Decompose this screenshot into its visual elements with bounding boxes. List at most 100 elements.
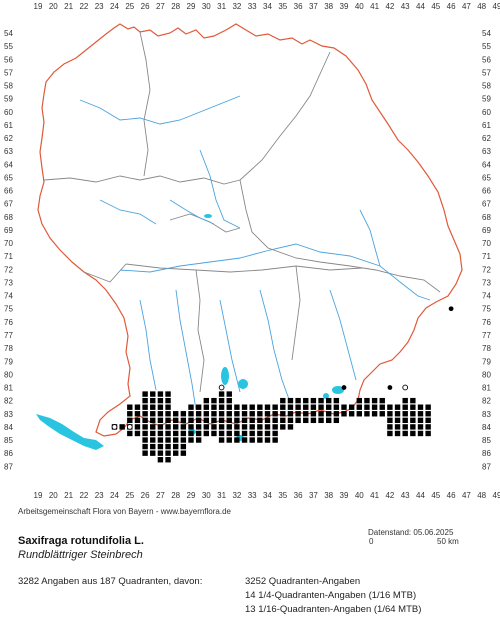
record-square (402, 424, 408, 430)
record-square (218, 430, 225, 437)
record-square (173, 443, 179, 450)
record-square (272, 437, 278, 443)
record-square (211, 404, 217, 410)
record-square (142, 424, 148, 430)
record-square (226, 411, 232, 417)
record-square (295, 397, 301, 404)
y-tick-right: 82 (482, 397, 491, 406)
record-square (134, 404, 141, 410)
record-square (226, 424, 232, 430)
x-tick-top: 44 (416, 2, 425, 11)
y-tick-left: 72 (4, 265, 13, 274)
state-border (37, 23, 463, 437)
record-square (394, 430, 401, 437)
record-square (180, 424, 187, 430)
record-square (425, 430, 431, 437)
x-tick-bottom: 28 (171, 491, 180, 500)
x-tick-bottom: 24 (110, 491, 119, 500)
record-square (127, 411, 133, 417)
y-tick-left: 85 (4, 436, 13, 445)
record-square (157, 457, 164, 463)
record-square (249, 417, 255, 424)
record-square (410, 417, 416, 424)
record-square (394, 411, 401, 417)
y-tick-left: 82 (4, 397, 13, 406)
y-tick-right: 76 (482, 318, 491, 327)
record-square (203, 411, 209, 417)
x-tick-bottom: 21 (64, 491, 73, 500)
record-square (303, 411, 309, 417)
record-square (234, 437, 240, 443)
record-square (218, 411, 225, 417)
y-tick-right: 62 (482, 134, 491, 143)
record-square (218, 391, 225, 397)
record-square (410, 430, 416, 437)
record-square (142, 391, 148, 397)
y-tick-left: 87 (4, 462, 13, 471)
record-square (150, 424, 156, 430)
record-square (188, 424, 194, 430)
x-tick-bottom: 29 (187, 491, 196, 500)
record-square (134, 417, 141, 424)
x-tick-top: 45 (431, 2, 440, 11)
record-square (142, 437, 148, 443)
x-tick-top: 23 (95, 2, 104, 11)
x-tick-top: 42 (385, 2, 394, 11)
y-tick-left: 71 (4, 252, 13, 261)
record-square (142, 443, 148, 450)
y-tick-left: 66 (4, 187, 13, 196)
stat-quarter-quadrant: 14 1/4-Quadranten-Angaben (1/16 MTB) (245, 590, 417, 601)
record-square (318, 411, 324, 417)
record-square (280, 417, 286, 424)
y-tick-left: 78 (4, 344, 13, 353)
x-tick-top: 26 (141, 2, 150, 11)
record-square (180, 443, 187, 450)
record-square (165, 411, 171, 417)
y-tick-right: 79 (482, 357, 491, 366)
rivers (79, 95, 431, 411)
x-tick-top: 22 (79, 2, 88, 11)
record-square (425, 424, 431, 430)
x-tick-top: 20 (49, 2, 58, 11)
record-square (326, 397, 332, 404)
record-square (241, 404, 248, 410)
record-square (333, 397, 340, 404)
record-square (264, 404, 271, 410)
record-square (150, 404, 156, 410)
y-tick-left: 58 (4, 82, 13, 91)
record-square (387, 404, 393, 410)
record-square (234, 404, 240, 410)
y-tick-right: 57 (482, 68, 491, 77)
record-square (157, 397, 164, 404)
y-tick-right: 81 (482, 384, 491, 393)
y-tick-right: 84 (482, 423, 491, 432)
record-square (241, 437, 248, 443)
y-tick-right: 56 (482, 55, 491, 64)
record-square (142, 430, 148, 437)
y-tick-right: 77 (482, 331, 491, 340)
x-tick-bottom: 22 (79, 491, 88, 500)
x-tick-bottom: 20 (49, 491, 58, 500)
record-square (218, 404, 225, 410)
record-square (318, 404, 324, 410)
record-square (142, 404, 148, 410)
record-square (287, 424, 294, 430)
record-square (287, 397, 294, 404)
y-tick-left: 84 (4, 423, 13, 432)
y-tick-right: 86 (482, 449, 491, 458)
record-square (257, 430, 263, 437)
y-tick-left: 54 (4, 29, 13, 38)
x-tick-top: 46 (447, 2, 456, 11)
record-square (150, 411, 156, 417)
record-square (341, 404, 347, 410)
y-tick-left: 70 (4, 239, 13, 248)
y-tick-right: 54 (482, 29, 491, 38)
y-tick-right: 63 (482, 147, 491, 156)
record-square (310, 404, 317, 410)
y-tick-left: 62 (4, 134, 13, 143)
record-square (218, 397, 225, 404)
record-square (241, 424, 248, 430)
record-square (364, 397, 370, 404)
y-tick-right: 61 (482, 121, 491, 130)
stat-sixteenth-quadrant: 13 1/16-Quadranten-Angaben (1/64 MTB) (245, 604, 422, 615)
